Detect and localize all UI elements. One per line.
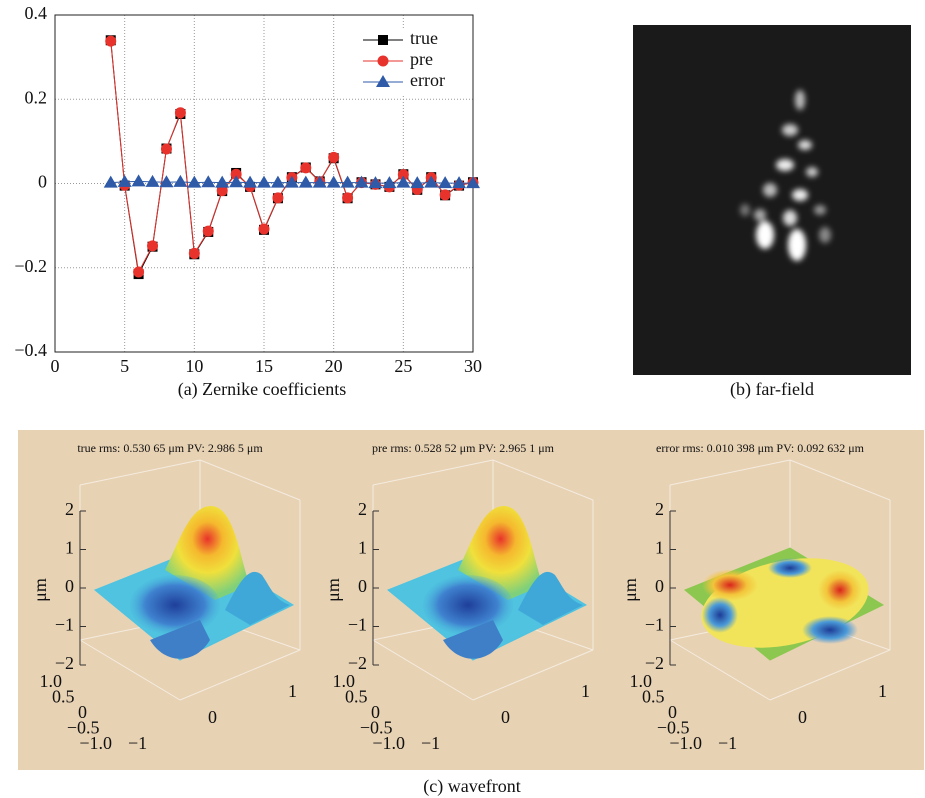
legend-label: true xyxy=(410,28,438,48)
x-tick-label: 5 xyxy=(120,356,129,376)
y-tick-label: 0.4 xyxy=(25,3,48,23)
y-tick-label: −1 xyxy=(128,733,147,753)
marker xyxy=(203,226,214,237)
marker xyxy=(342,192,353,203)
y-tick-label: −0.2 xyxy=(14,256,47,276)
z-tick-label: 2 xyxy=(655,499,664,519)
marker xyxy=(105,36,116,47)
marker xyxy=(215,176,229,188)
z-tick-label: 0 xyxy=(358,576,367,596)
y-tick-label: 1 xyxy=(581,681,590,701)
marker xyxy=(300,162,311,173)
z-tick-label: −2 xyxy=(348,653,367,673)
y-tick-label: 0 xyxy=(38,172,47,192)
marker xyxy=(104,176,118,188)
z-label: μm xyxy=(30,578,50,602)
z-label: μm xyxy=(323,578,343,602)
marker xyxy=(440,189,451,200)
caption: (b) far-field xyxy=(730,379,814,400)
x-tick-label: 15 xyxy=(255,356,273,376)
x-tick-label: 30 xyxy=(464,356,482,376)
z-tick-label: −1 xyxy=(645,615,664,635)
z-tick-label: 1 xyxy=(655,538,664,558)
y-tick-label: 0.2 xyxy=(25,87,48,107)
z-tick-label: 2 xyxy=(358,499,367,519)
marker xyxy=(132,174,146,186)
surface-cold xyxy=(768,558,812,578)
z-tick-label: 1 xyxy=(65,538,74,558)
legend-label: error xyxy=(410,70,445,90)
marker xyxy=(271,176,285,188)
marker xyxy=(341,176,355,188)
y-tick-label: 1 xyxy=(878,681,887,701)
y-tick-label: 0 xyxy=(798,707,807,727)
marker xyxy=(438,176,452,188)
y-tick-label: 1 xyxy=(288,681,297,701)
panel-title: true rms: 0.530 65 μm PV: 2.986 5 μm xyxy=(77,441,263,455)
x-tick-label: −1.0 xyxy=(79,733,112,753)
marker xyxy=(378,56,389,67)
marker xyxy=(410,176,424,188)
surface-hot xyxy=(818,570,862,610)
x-tick-label: 0.5 xyxy=(52,687,75,707)
marker xyxy=(173,175,187,187)
surface-cold xyxy=(802,616,858,644)
z-tick-label: 0 xyxy=(65,576,74,596)
marker xyxy=(187,176,201,188)
marker xyxy=(272,192,283,203)
y-tick-label: −1 xyxy=(718,733,737,753)
marker xyxy=(201,175,215,187)
x-tick-label: 0.5 xyxy=(345,687,368,707)
surface-cold xyxy=(702,597,738,633)
surface-valley xyxy=(130,575,220,635)
caption: (a) Zernike coefficients xyxy=(178,379,347,400)
caption: (c) wavefront xyxy=(423,776,520,797)
x-tick-label: 25 xyxy=(394,356,412,376)
x-tick-label: 20 xyxy=(325,356,343,376)
z-tick-label: 2 xyxy=(65,499,74,519)
marker xyxy=(299,176,313,188)
marker xyxy=(147,240,158,251)
panel-title: pre rms: 0.528 52 μm PV: 2.965 1 μm xyxy=(372,441,555,455)
z-tick-label: 1 xyxy=(358,538,367,558)
legend-label: pre xyxy=(410,49,433,69)
marker xyxy=(327,176,341,188)
y-tick-label: 0 xyxy=(208,707,217,727)
marker xyxy=(259,223,270,234)
marker xyxy=(189,248,200,259)
marker xyxy=(175,107,186,118)
z-tick-label: 0 xyxy=(655,576,664,596)
far-field-image xyxy=(633,25,911,375)
x-tick-label: 0.5 xyxy=(642,687,665,707)
surface-valley xyxy=(423,575,513,635)
marker xyxy=(328,152,339,163)
x-tick-label: −1.0 xyxy=(669,733,702,753)
panel-title: error rms: 0.010 398 μm PV: 0.092 632 μm xyxy=(656,441,865,455)
y-tick-label: −0.4 xyxy=(14,340,47,360)
marker xyxy=(133,266,144,277)
marker xyxy=(378,35,388,45)
marker xyxy=(161,143,172,154)
y-tick-label: 0 xyxy=(501,707,510,727)
z-tick-label: −2 xyxy=(645,653,664,673)
x-tick-label: −1.0 xyxy=(372,733,405,753)
z-tick-label: −2 xyxy=(55,653,74,673)
marker xyxy=(146,175,160,187)
surface-hot xyxy=(702,569,758,601)
marker xyxy=(257,176,271,188)
x-tick-label: 10 xyxy=(185,356,203,376)
z-label: μm xyxy=(620,578,640,602)
z-tick-label: −1 xyxy=(348,615,367,635)
figure: −0.4−0.200.20.4051015202530truepreerror(… xyxy=(0,0,925,798)
x-tick-label: 0 xyxy=(51,356,60,376)
y-tick-label: −1 xyxy=(421,733,440,753)
z-tick-label: −1 xyxy=(55,615,74,635)
